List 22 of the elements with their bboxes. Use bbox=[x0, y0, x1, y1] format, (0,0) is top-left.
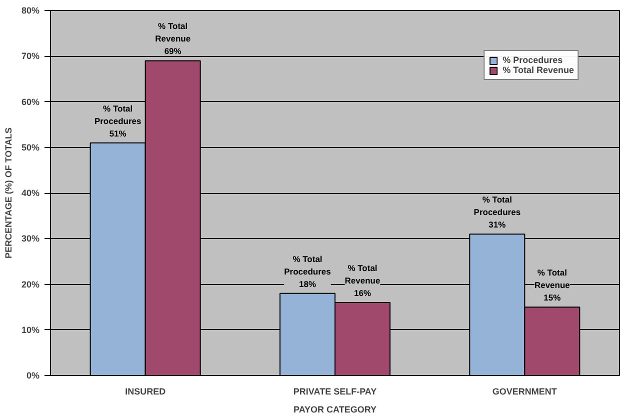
data-label: % Total Procedures 18% bbox=[284, 254, 332, 289]
data-label: % Total Revenue 16% bbox=[344, 262, 380, 298]
y-tick-label: 60% bbox=[21, 96, 40, 107]
data-label: % Total Revenue 69% bbox=[155, 21, 191, 56]
y-tick-label: 0% bbox=[26, 370, 40, 380]
y-tick-label: 40% bbox=[21, 188, 40, 198]
y-axis-title: PERCENTAGE (%) OF TOTALS bbox=[3, 127, 14, 258]
legend-label: % Procedures bbox=[502, 55, 563, 65]
data-label: % Total Procedures 31% bbox=[474, 194, 521, 230]
data-label: % Total Revenue 15% bbox=[534, 268, 570, 302]
x-tick-label: PRIVATE SELF-PAY bbox=[293, 386, 377, 396]
y-tick-label: 80% bbox=[21, 6, 40, 16]
y-tick-label: 70% bbox=[21, 51, 40, 62]
x-tick-label: INSURED bbox=[125, 386, 166, 396]
y-tick-label: 30% bbox=[21, 234, 40, 244]
x-tick-label: GOVERNMENT bbox=[492, 386, 558, 396]
legend-label: % Total Revenue bbox=[502, 65, 574, 75]
y-tick-label: 20% bbox=[21, 279, 40, 290]
data-label: % Total Procedures 51% bbox=[94, 103, 142, 138]
y-tick-label: 10% bbox=[21, 324, 40, 335]
y-tick-label: 50% bbox=[21, 142, 40, 152]
x-axis-title: PAYOR CATEGORY bbox=[293, 404, 377, 414]
